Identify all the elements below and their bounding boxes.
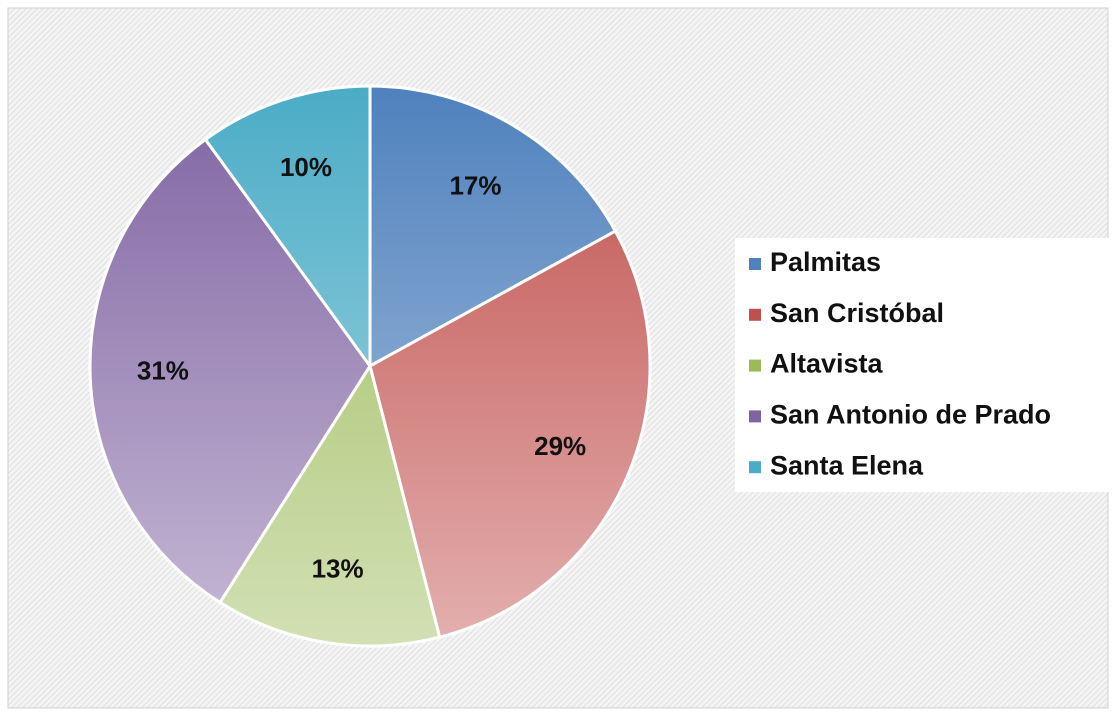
data-label: 29% bbox=[534, 431, 586, 461]
legend-swatch bbox=[749, 461, 761, 474]
data-label: 13% bbox=[312, 554, 364, 584]
pie-slice bbox=[217, 362, 442, 648]
pie-slice bbox=[88, 137, 372, 605]
legend-label: San Antonio de Prado bbox=[770, 400, 1051, 430]
data-label: 10% bbox=[280, 152, 332, 182]
legend-swatch bbox=[749, 410, 761, 423]
pie-slice bbox=[368, 84, 618, 369]
legend-label: San Cristóbal bbox=[770, 298, 944, 328]
data-label: 31% bbox=[137, 355, 189, 385]
pie-slice bbox=[368, 229, 652, 640]
legend-label: Altavista bbox=[770, 349, 884, 379]
legend-box bbox=[735, 238, 1111, 492]
legend-swatch bbox=[749, 359, 761, 372]
data-label: 17% bbox=[449, 171, 501, 201]
pie-slice bbox=[203, 84, 372, 371]
legend-swatch bbox=[749, 308, 761, 321]
legend-label: Palmitas bbox=[770, 247, 881, 277]
legend-swatch bbox=[749, 258, 761, 270]
legend-label: Santa Elena bbox=[770, 450, 924, 480]
